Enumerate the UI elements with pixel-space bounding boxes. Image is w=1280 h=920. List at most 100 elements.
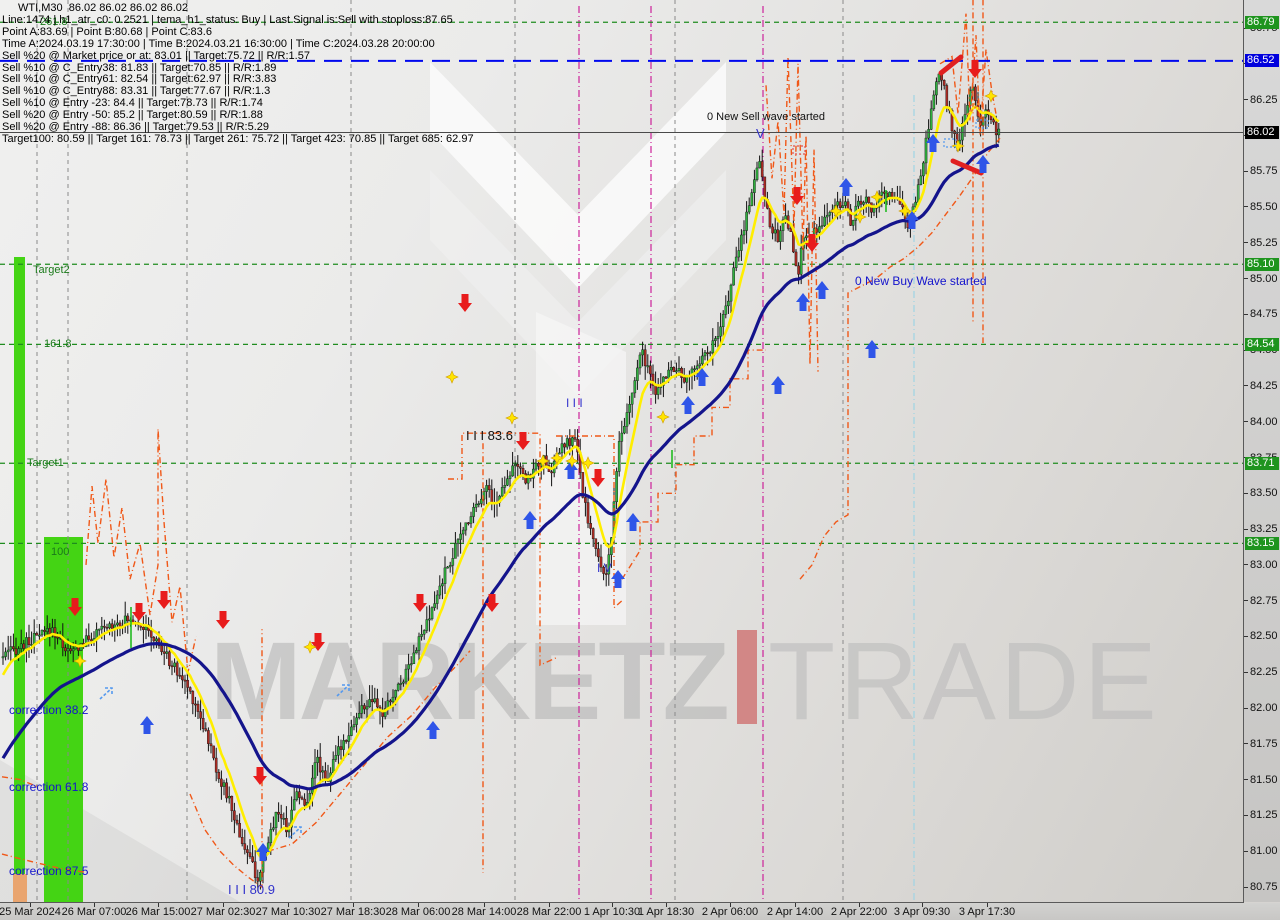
- time-tick: [94, 903, 95, 907]
- buy-arrow-icon: [695, 368, 709, 386]
- price-tick: [1244, 814, 1248, 816]
- price-tick: [1244, 600, 1248, 602]
- buy-arrow-icon: [839, 178, 853, 196]
- pattern-arrow-icon: [966, 103, 980, 116]
- buy-arrow-icon: [523, 511, 537, 529]
- price-tick: [1244, 206, 1248, 208]
- buy-arrow-icon: [815, 281, 829, 299]
- sell-arrow-icon: [805, 234, 819, 252]
- trailing-stop-line: [939, 13, 997, 136]
- time-axis-label: 28 Mar 06:00: [385, 906, 451, 918]
- trailing-stop-line: [556, 435, 623, 610]
- price-level-badge: 83.15: [1245, 536, 1279, 550]
- time-axis-label: 2 Apr 14:00: [766, 906, 824, 918]
- trend-break-segment: [938, 54, 964, 76]
- price-tick: [1244, 421, 1248, 423]
- star-signal-icon: [536, 454, 550, 468]
- chart-annotation: correction 38.2: [9, 703, 89, 717]
- star-signal-icon: [581, 456, 595, 470]
- star-signal-icon: [984, 89, 998, 103]
- price-level-badge: 86.02: [1245, 126, 1279, 139]
- sell-arrow-icon: [591, 469, 605, 487]
- price-tick: [1244, 779, 1248, 781]
- fib-zone-band: [14, 257, 25, 902]
- trend-break-segment: [950, 158, 984, 176]
- price-tick: [1244, 385, 1248, 387]
- trailing-stop-line: [1, 776, 39, 788]
- price-level-badge: 86.52: [1245, 54, 1279, 68]
- info-line: Sell %10 @ C_Entry61: 82.54 || Target:62…: [2, 73, 277, 86]
- watermark-trade: TRADE: [768, 620, 1161, 743]
- price-axis-label: 80.75: [1250, 881, 1278, 894]
- time-tick: [158, 903, 159, 907]
- chart-annotation: 0 New Buy Wave started: [855, 274, 987, 288]
- price-axis-label: 85.50: [1250, 200, 1278, 213]
- star-signal-icon: [951, 139, 965, 153]
- info-line: Sell %10 @ C_Entry38: 81.83 || Target:70…: [2, 61, 277, 74]
- time-axis-label: 28 Mar 14:00: [451, 906, 517, 918]
- time-tick: [353, 903, 354, 907]
- sell-arrow-icon: [132, 603, 146, 621]
- pattern-arrow-icon: [336, 684, 350, 697]
- buy-arrow-icon: [905, 211, 919, 229]
- time-tick: [484, 903, 485, 907]
- price-axis-label: 84.75: [1250, 308, 1278, 321]
- buy-arrow-icon: [976, 155, 990, 173]
- price-axis-label: 82.25: [1250, 666, 1278, 679]
- fib-zone-band: [44, 537, 83, 902]
- pattern-arrow-icon: [288, 826, 302, 839]
- price-level-badge: 85.10: [1245, 257, 1279, 271]
- time-axis-label: 25 Mar 2024: [0, 906, 61, 918]
- time-axis-label: 1 Apr 10:30: [583, 906, 641, 918]
- price-axis-label: 83.00: [1250, 558, 1278, 571]
- time-axis-label: 2 Apr 06:00: [701, 906, 759, 918]
- trailing-stop-line: [765, 56, 819, 372]
- price-axis-label: 81.00: [1250, 845, 1278, 858]
- price-tick: [1244, 743, 1248, 745]
- info-line: Target100: 80.59 || Target 161: 78.73 ||…: [2, 132, 474, 145]
- info-line: Sell %10 @ Entry -23: 84.4 || Target:78.…: [2, 97, 263, 110]
- chart-annotation: Target2: [33, 264, 70, 276]
- slow-tema-line: [1, 143, 1000, 791]
- chart-area[interactable]: MARKETZ TRADE 261.8 Target2 161.8 Target1 10…: [0, 0, 1244, 903]
- chart-annotation: I I I 83.6: [466, 428, 513, 443]
- info-line: Sell %20 @ Entry -50: 85.2 || Target:80.…: [2, 109, 263, 122]
- star-signal-icon: [829, 204, 843, 218]
- chart-annotation: 100: [51, 546, 70, 558]
- chart-annotation: I V: [597, 561, 612, 575]
- buy-arrow-icon: [796, 293, 810, 311]
- star-signal-icon: [505, 411, 519, 425]
- time-axis[interactable]: 25 Mar 2024 26 Mar 07:00 26 Mar 15:00 27 Ma…: [0, 903, 1280, 920]
- price-axis-label: 82.50: [1250, 630, 1278, 643]
- price-tick: [1244, 850, 1248, 852]
- time-axis-label: 3 Apr 17:30: [958, 906, 1016, 918]
- trailing-stop-line: [267, 650, 471, 852]
- sell-arrow-icon: [68, 598, 82, 616]
- price-chart-canvas[interactable]: [0, 0, 1243, 902]
- price-axis-label: 86.25: [1250, 93, 1278, 106]
- price-axis-label: 83.50: [1250, 487, 1278, 500]
- price-tick: [1244, 99, 1248, 101]
- price-axis-label: 81.75: [1250, 737, 1278, 750]
- chart-annotation: correction 61.8: [9, 780, 89, 794]
- buy-arrow-icon: [256, 843, 270, 861]
- price-tick: [1244, 278, 1248, 280]
- sell-arrow-icon: [157, 591, 171, 609]
- buy-arrow-icon: [426, 721, 440, 739]
- info-line: Sell %20 @ Market price or at: 83.01 || …: [2, 49, 310, 62]
- time-tick: [730, 903, 731, 907]
- price-tick: [1244, 635, 1248, 637]
- price-axis-label: 82.75: [1250, 594, 1278, 607]
- price-axis[interactable]: 86.7586.5086.2586.0085.7585.5085.2585.00…: [1244, 0, 1280, 902]
- order-box-icon: [975, 119, 989, 129]
- time-axis-label: 27 Mar 10:30: [255, 906, 321, 918]
- star-signal-icon: [656, 410, 670, 424]
- price-tick: [1244, 242, 1248, 244]
- time-axis-label: 26 Mar 07:00: [61, 906, 127, 918]
- buy-arrow-icon: [626, 513, 640, 531]
- time-axis-label: 28 Mar 22:00: [516, 906, 582, 918]
- price-axis-label: 81.25: [1250, 809, 1278, 822]
- star-signal-icon: [550, 451, 564, 465]
- expert-comment-panel: WTI,M30 86.02 86.02 86.02 86.02 Line:1474…: [2, 2, 474, 146]
- candlesticks: [1, 69, 1001, 892]
